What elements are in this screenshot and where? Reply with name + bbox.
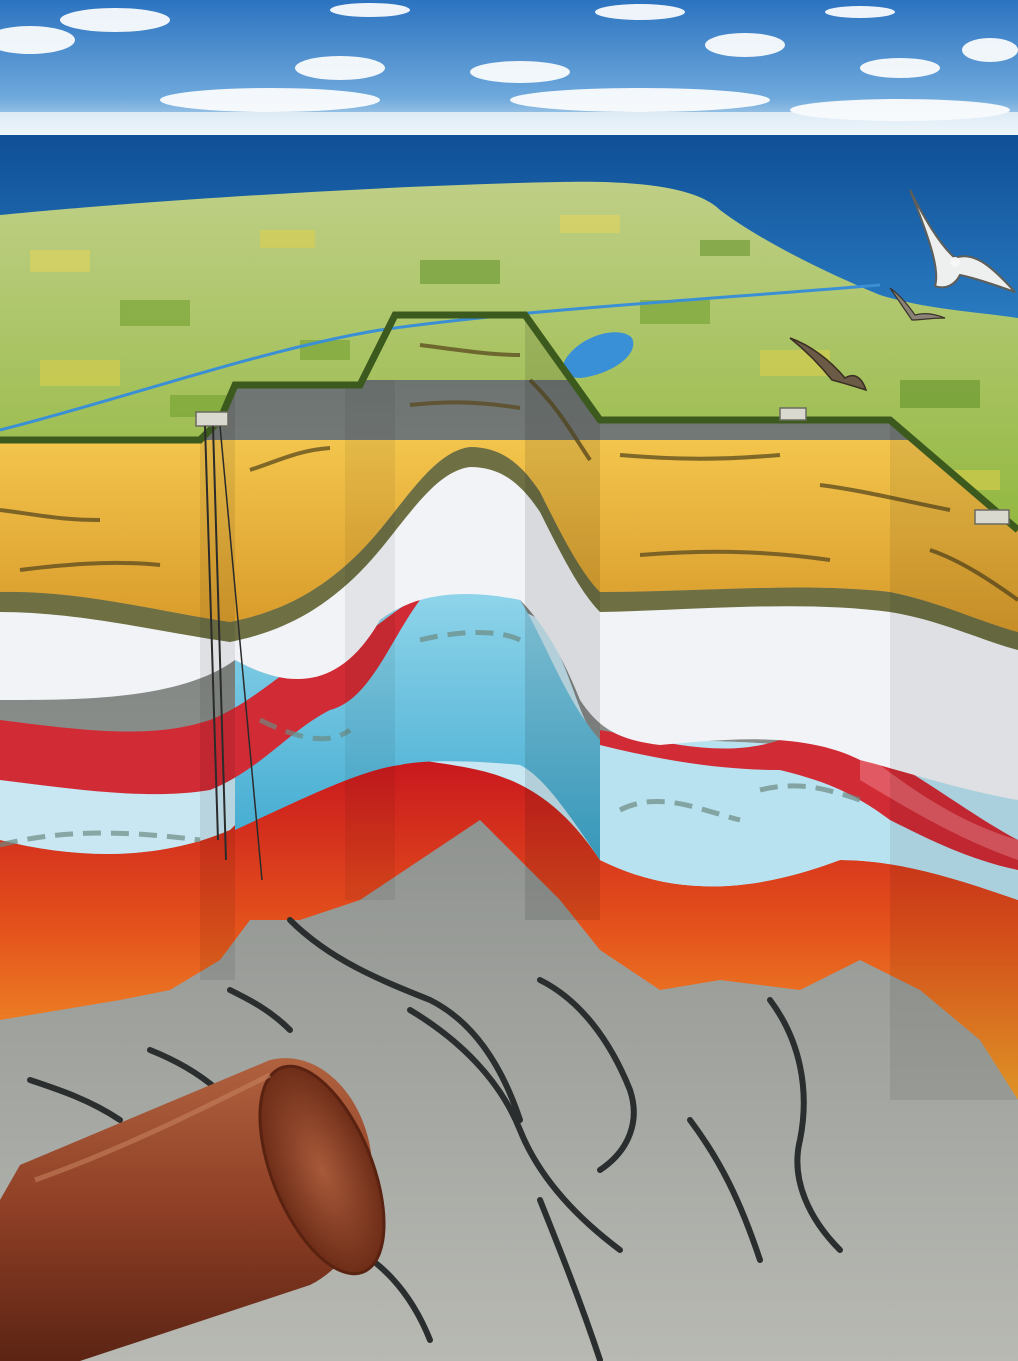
seagull-icon: [889, 287, 946, 321]
cloud-icon: [0, 3, 1018, 138]
pipe-icon: [0, 1058, 386, 1361]
seagull-icon: [909, 189, 1016, 293]
cross-section: [0, 315, 1018, 1361]
well-derrick-icon: [195, 411, 263, 881]
lake: [563, 332, 634, 378]
well-derrick-icon: [779, 407, 1010, 525]
ground-surface-edge: [0, 311, 1018, 533]
seagull-icon: [789, 337, 868, 392]
